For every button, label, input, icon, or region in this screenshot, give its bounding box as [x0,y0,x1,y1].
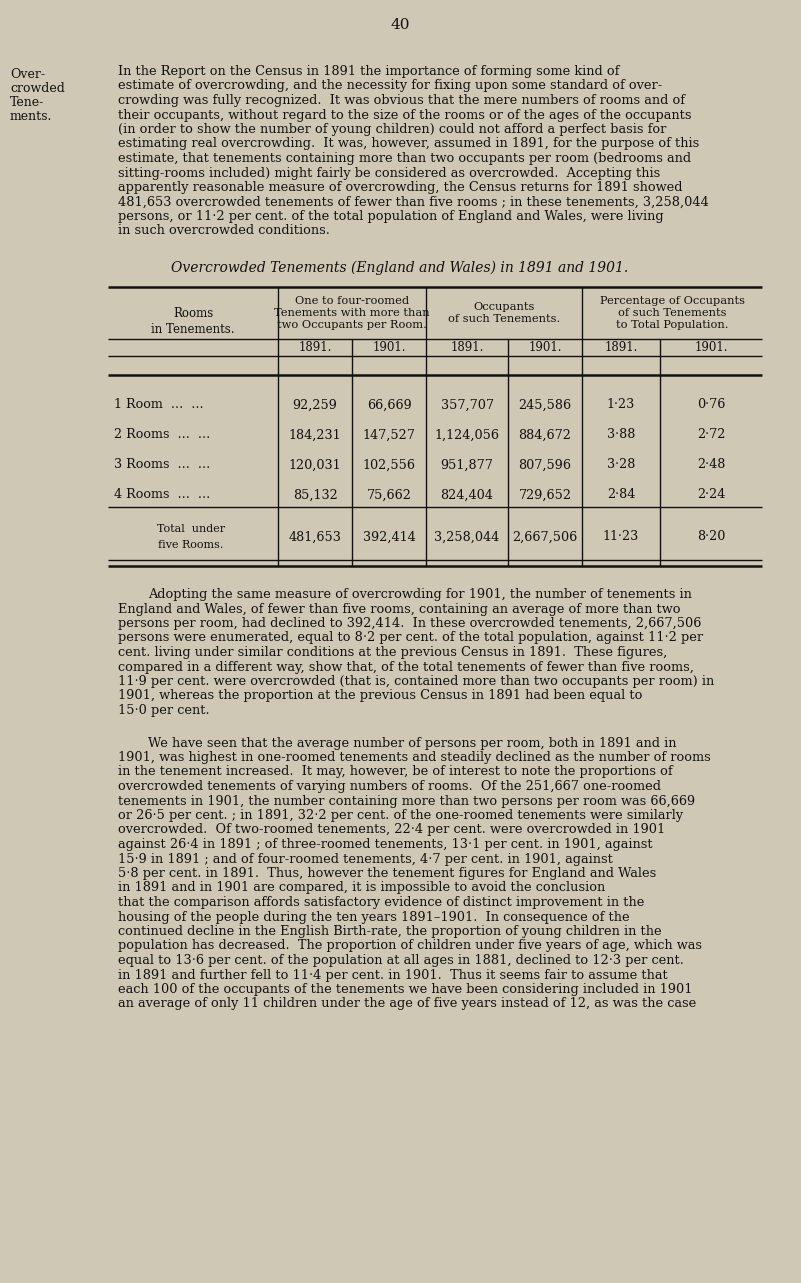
Text: Percentage of Occupants
of such Tenements
to Total Population.: Percentage of Occupants of such Tenement… [599,296,744,330]
Text: each 100 of the occupants of the tenements we have been considering included in : each 100 of the occupants of the tenemen… [118,983,693,996]
Text: apparently reasonable measure of overcrowding, the Census returns for 1891 showe: apparently reasonable measure of overcro… [118,181,682,194]
Text: Adopting the same measure of overcrowding for 1901, the number of tenements in: Adopting the same measure of overcrowdin… [148,588,692,600]
Text: One to four-roomed
Tenements with more than
two Occupants per Room.: One to four-roomed Tenements with more t… [274,296,430,330]
Text: 2·72: 2·72 [697,429,725,441]
Text: 66,669: 66,669 [367,399,412,412]
Text: 3·28: 3·28 [607,458,635,471]
Text: in 1891 and further fell to 11·4 per cent. in 1901.  Thus it seems fair to assum: in 1891 and further fell to 11·4 per cen… [118,969,668,981]
Text: Overcrowded Tenements (England and Wales) in 1891 and 1901.: Overcrowded Tenements (England and Wales… [171,260,629,276]
Text: 11·23: 11·23 [603,530,639,544]
Text: crowding was fully recognized.  It was obvious that the mere numbers of rooms an: crowding was fully recognized. It was ob… [118,94,685,106]
Text: 2 Rooms  ...  ...: 2 Rooms ... ... [114,429,210,441]
Text: England and Wales, of fewer than five rooms, containing an average of more than : England and Wales, of fewer than five ro… [118,603,681,616]
Text: Total  under: Total under [157,523,225,534]
Text: in 1891 and in 1901 are compared, it is impossible to avoid the conclusion: in 1891 and in 1901 are compared, it is … [118,881,606,894]
Text: 4 Rooms  ...  ...: 4 Rooms ... ... [114,489,210,502]
Text: 3·88: 3·88 [607,429,635,441]
Text: 11·9 per cent. were overcrowded (that is, contained more than two occupants per : 11·9 per cent. were overcrowded (that is… [118,675,714,688]
Text: 147,527: 147,527 [363,429,416,441]
Text: 1 Room  ...  ...: 1 Room ... ... [114,399,203,412]
Text: 951,877: 951,877 [441,458,493,471]
Text: five Rooms.: five Rooms. [159,540,223,550]
Text: 729,652: 729,652 [518,489,571,502]
Text: that the comparison affords satisfactory evidence of distinct improvement in the: that the comparison affords satisfactory… [118,896,644,908]
Text: compared in a different way, show that, of the total tenements of fewer than fiv: compared in a different way, show that, … [118,661,694,674]
Text: ments.: ments. [10,110,52,123]
Text: 75,662: 75,662 [367,489,412,502]
Text: Rooms
in Tenements.: Rooms in Tenements. [151,307,235,336]
Text: 1891.: 1891. [604,341,638,354]
Text: 92,259: 92,259 [292,399,337,412]
Text: (in order to show the number of young children) could not afford a perfect basis: (in order to show the number of young ch… [118,123,666,136]
Text: persons were enumerated, equal to 8·2 per cent. of the total population, against: persons were enumerated, equal to 8·2 pe… [118,631,703,644]
Text: 245,586: 245,586 [518,399,572,412]
Text: persons, or 11·2 per cent. of the total population of England and Wales, were li: persons, or 11·2 per cent. of the total … [118,210,663,223]
Text: an average of only 11 children under the age of five years instead of 12, as was: an average of only 11 children under the… [118,997,696,1011]
Text: against 26·4 in 1891 ; of three-roomed tenements, 13·1 per cent. in 1901, agains: against 26·4 in 1891 ; of three-roomed t… [118,838,653,851]
Text: 884,672: 884,672 [518,429,571,441]
Text: 15·0 per cent.: 15·0 per cent. [118,704,210,717]
Text: in the tenement increased.  It may, however, be of interest to note the proporti: in the tenement increased. It may, howev… [118,766,673,779]
Text: 1,124,056: 1,124,056 [434,429,500,441]
Text: 1·23: 1·23 [607,399,635,412]
Text: 1891.: 1891. [450,341,484,354]
Text: 120,031: 120,031 [288,458,341,471]
Text: population has decreased.  The proportion of children under five years of age, w: population has decreased. The proportion… [118,939,702,952]
Text: crowded: crowded [10,82,65,95]
Text: 5·8 per cent. in 1891.  Thus, however the tenement figures for England and Wales: 5·8 per cent. in 1891. Thus, however the… [118,867,656,880]
Text: estimating real overcrowding.  It was, however, assumed in 1891, for the purpose: estimating real overcrowding. It was, ho… [118,137,699,150]
Text: 1901.: 1901. [694,341,728,354]
Text: 824,404: 824,404 [441,489,493,502]
Text: 2·24: 2·24 [697,489,725,502]
Text: Occupants
of such Tenements.: Occupants of such Tenements. [448,302,560,325]
Text: Over-: Over- [10,68,45,81]
Text: persons per room, had declined to 392,414.  In these overcrowded tenements, 2,66: persons per room, had declined to 392,41… [118,617,702,630]
Text: their occupants, without regard to the size of the rooms or of the ages of the o: their occupants, without regard to the s… [118,109,691,122]
Text: estimate, that tenements containing more than two occupants per room (bedrooms a: estimate, that tenements containing more… [118,151,691,166]
Text: 392,414: 392,414 [363,530,416,544]
Text: 1901.: 1901. [372,341,406,354]
Text: In the Report on the Census in 1891 the importance of forming some kind of: In the Report on the Census in 1891 the … [118,65,619,78]
Text: 1891.: 1891. [298,341,332,354]
Text: 481,653 overcrowded tenements of fewer than five rooms ; in these tenements, 3,2: 481,653 overcrowded tenements of fewer t… [118,195,709,209]
Text: 40: 40 [390,18,410,32]
Text: 1901, whereas the proportion at the previous Census in 1891 had been equal to: 1901, whereas the proportion at the prev… [118,689,642,703]
Text: 807,596: 807,596 [518,458,571,471]
Text: cent. living under similar conditions at the previous Census in 1891.  These fig: cent. living under similar conditions at… [118,647,667,659]
Text: 1901.: 1901. [528,341,562,354]
Text: 2·84: 2·84 [607,489,635,502]
Text: Tene-: Tene- [10,96,44,109]
Text: tenements in 1901, the number containing more than two persons per room was 66,6: tenements in 1901, the number containing… [118,794,695,807]
Text: 184,231: 184,231 [288,429,341,441]
Text: 3 Rooms  ...  ...: 3 Rooms ... ... [114,458,210,471]
Text: 0·76: 0·76 [697,399,725,412]
Text: 2,667,506: 2,667,506 [513,530,578,544]
Text: 8·20: 8·20 [697,530,725,544]
Text: 2·48: 2·48 [697,458,725,471]
Text: estimate of overcrowding, and the necessity for fixing upon some standard of ove: estimate of overcrowding, and the necess… [118,80,662,92]
Text: 3,258,044: 3,258,044 [434,530,500,544]
Text: continued decline in the English Birth-rate, the proportion of young children in: continued decline in the English Birth-r… [118,925,662,938]
Text: in such overcrowded conditions.: in such overcrowded conditions. [118,225,330,237]
Text: 102,556: 102,556 [363,458,416,471]
Text: 481,653: 481,653 [288,530,341,544]
Text: equal to 13·6 per cent. of the population at all ages in 1881, declined to 12·3 : equal to 13·6 per cent. of the populatio… [118,955,684,967]
Text: 357,707: 357,707 [441,399,493,412]
Text: 15·9 in 1891 ; and of four-roomed tenements, 4·7 per cent. in 1901, against: 15·9 in 1891 ; and of four-roomed teneme… [118,852,613,866]
Text: 1901, was highest in one-roomed tenements and steadily declined as the number of: 1901, was highest in one-roomed tenement… [118,751,710,763]
Text: housing of the people during the ten years 1891–1901.  In consequence of the: housing of the people during the ten yea… [118,911,630,924]
Text: 85,132: 85,132 [292,489,337,502]
Text: overcrowded.  Of two-roomed tenements, 22·4 per cent. were overcrowded in 1901: overcrowded. Of two-roomed tenements, 22… [118,824,666,837]
Text: or 26·5 per cent. ; in 1891, 32·2 per cent. of the one-roomed tenements were sim: or 26·5 per cent. ; in 1891, 32·2 per ce… [118,810,683,822]
Text: sitting-rooms included) might fairly be considered as overcrowded.  Accepting th: sitting-rooms included) might fairly be … [118,167,660,180]
Text: overcrowded tenements of varying numbers of rooms.  Of the 251,667 one-roomed: overcrowded tenements of varying numbers… [118,780,661,793]
Text: We have seen that the average number of persons per room, both in 1891 and in: We have seen that the average number of … [148,736,677,749]
